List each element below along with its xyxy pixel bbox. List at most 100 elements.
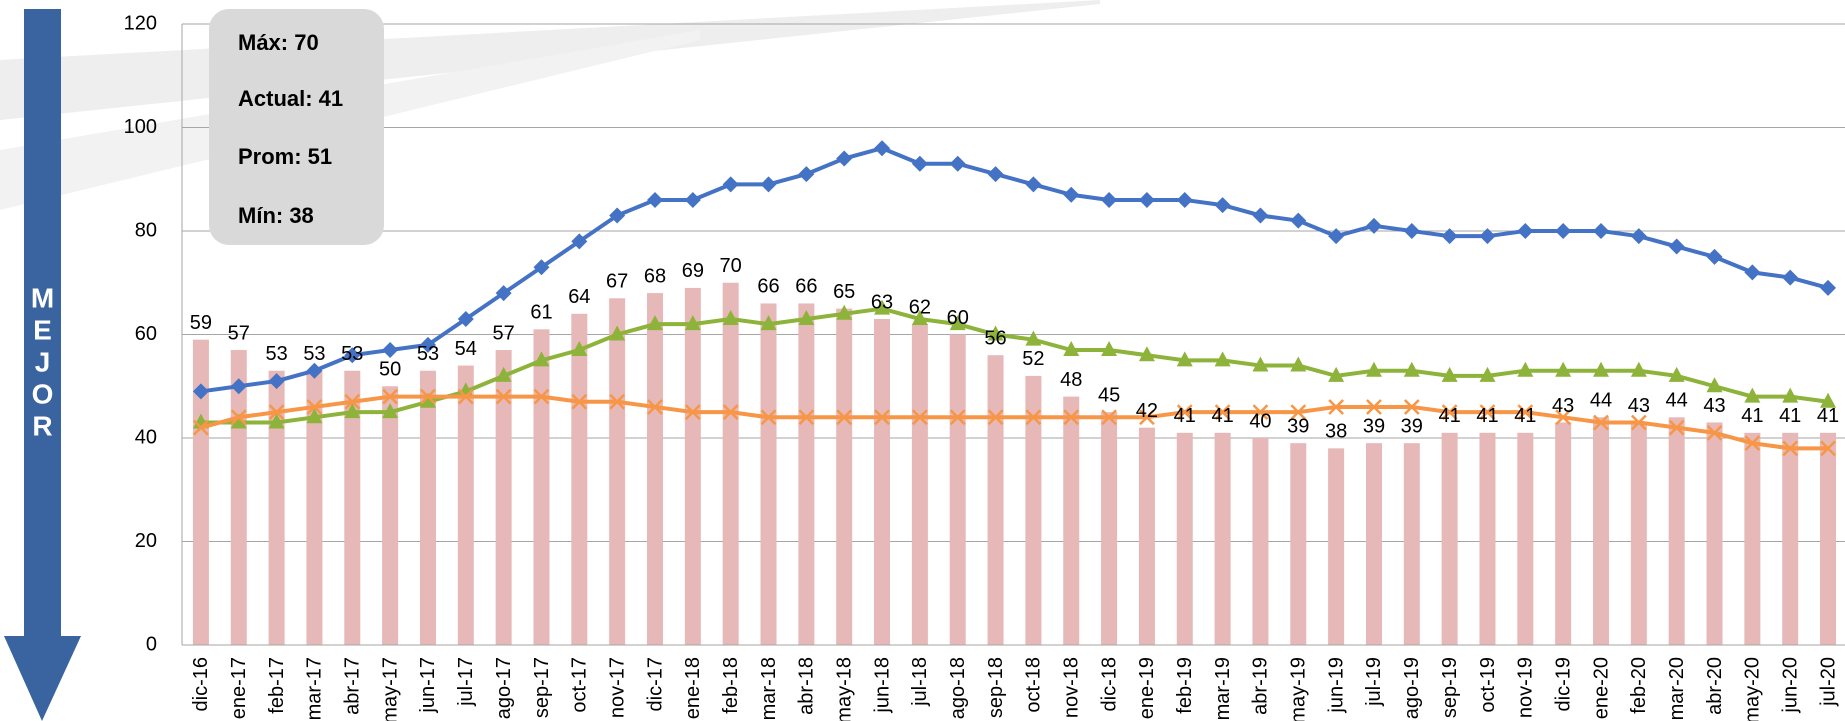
data-label: 45 — [1098, 384, 1120, 406]
data-label: 53 — [341, 343, 363, 365]
marker — [1101, 191, 1118, 208]
side-letter: J — [35, 346, 51, 377]
y-tick-label: 120 — [124, 12, 157, 34]
marker — [1630, 228, 1647, 245]
data-label: 56 — [984, 327, 1006, 349]
x-tick-label: may-20 — [1742, 657, 1764, 721]
data-label: 41 — [1817, 405, 1839, 427]
bar — [192, 339, 209, 645]
data-label: 41 — [1779, 405, 1801, 427]
marker — [911, 309, 928, 325]
marker — [609, 393, 626, 410]
marker — [1063, 409, 1080, 426]
x-tick-label: abr-19 — [1250, 657, 1272, 715]
data-label: 43 — [1628, 395, 1650, 417]
data-label: 54 — [455, 338, 477, 360]
marker — [230, 409, 247, 426]
marker — [760, 176, 777, 193]
info-box — [209, 9, 384, 245]
marker — [571, 393, 588, 410]
marker — [1403, 399, 1420, 415]
bar — [1290, 443, 1307, 645]
marker — [1441, 404, 1458, 421]
x-tick-label: feb-17 — [266, 657, 288, 714]
bar — [987, 355, 1004, 645]
x-tick-label: ago-19 — [1401, 657, 1423, 719]
bar — [609, 298, 626, 645]
bar — [684, 287, 701, 645]
marker — [457, 310, 474, 327]
y-tick-label: 100 — [124, 116, 157, 138]
marker — [419, 336, 436, 353]
y-tick-label: 60 — [135, 323, 157, 345]
info-text: Prom: 51 — [238, 144, 332, 169]
x-tick-label: jul-20 — [1817, 657, 1839, 707]
marker — [722, 404, 739, 421]
marker — [1479, 366, 1496, 382]
marker — [1101, 409, 1117, 426]
x-tick-label: sep-18 — [985, 657, 1007, 718]
marker — [1214, 404, 1231, 421]
x-tick-label: ene-18 — [682, 657, 704, 719]
marker — [193, 419, 209, 436]
marker — [647, 315, 663, 331]
marker — [684, 315, 701, 331]
bar — [647, 293, 663, 645]
marker — [609, 207, 626, 224]
data-label: 43 — [1552, 395, 1574, 417]
data-label: 42 — [1136, 400, 1158, 422]
x-tick-label: may-18 — [833, 657, 855, 721]
marker — [1555, 361, 1572, 377]
marker — [1025, 330, 1042, 346]
marker — [268, 404, 285, 421]
bar — [1403, 443, 1420, 645]
marker — [836, 409, 853, 426]
bar — [1593, 417, 1609, 645]
data-label: 41 — [1741, 405, 1763, 427]
marker — [495, 388, 512, 405]
marker — [419, 392, 436, 408]
x-tick-label: may-19 — [1288, 657, 1310, 721]
data-label: 66 — [757, 276, 779, 298]
x-tick-label: feb-18 — [720, 657, 742, 714]
marker — [1782, 440, 1799, 457]
data-label: 43 — [1703, 395, 1725, 417]
marker — [1441, 366, 1458, 382]
x-tick-label: nov-18 — [1061, 657, 1083, 718]
marker — [1101, 341, 1118, 357]
marker — [192, 383, 209, 400]
marker — [230, 378, 247, 395]
marker — [382, 388, 399, 405]
data-label: 52 — [1022, 348, 1044, 370]
marker — [1214, 351, 1231, 367]
data-label: 59 — [190, 312, 212, 334]
bar — [798, 303, 815, 645]
x-tick-label: abr-20 — [1704, 657, 1726, 715]
bar — [1479, 432, 1496, 645]
bar — [1101, 412, 1118, 645]
marker — [1517, 223, 1534, 239]
marker — [836, 150, 853, 167]
marker — [1328, 228, 1345, 245]
bar — [1441, 432, 1458, 645]
x-tick-label: sep-17 — [531, 657, 553, 718]
data-label: 38 — [1325, 421, 1347, 443]
marker — [1668, 238, 1685, 255]
marker — [306, 399, 323, 415]
marker — [760, 315, 777, 331]
bar — [457, 365, 474, 645]
x-tick-label: mar-20 — [1666, 657, 1688, 720]
info-text: Actual: 41 — [238, 86, 343, 111]
x-tick-label: nov-17 — [606, 657, 628, 718]
marker — [1820, 440, 1836, 457]
marker — [1252, 207, 1269, 224]
marker — [987, 325, 1004, 341]
x-tick-label: ene-20 — [1590, 657, 1612, 719]
data-label: 69 — [682, 260, 704, 282]
marker — [874, 299, 891, 315]
marker — [1593, 223, 1609, 239]
data-label: 64 — [568, 286, 590, 308]
data-label: 48 — [1060, 369, 1082, 391]
x-tick-label: mar-17 — [304, 657, 326, 720]
